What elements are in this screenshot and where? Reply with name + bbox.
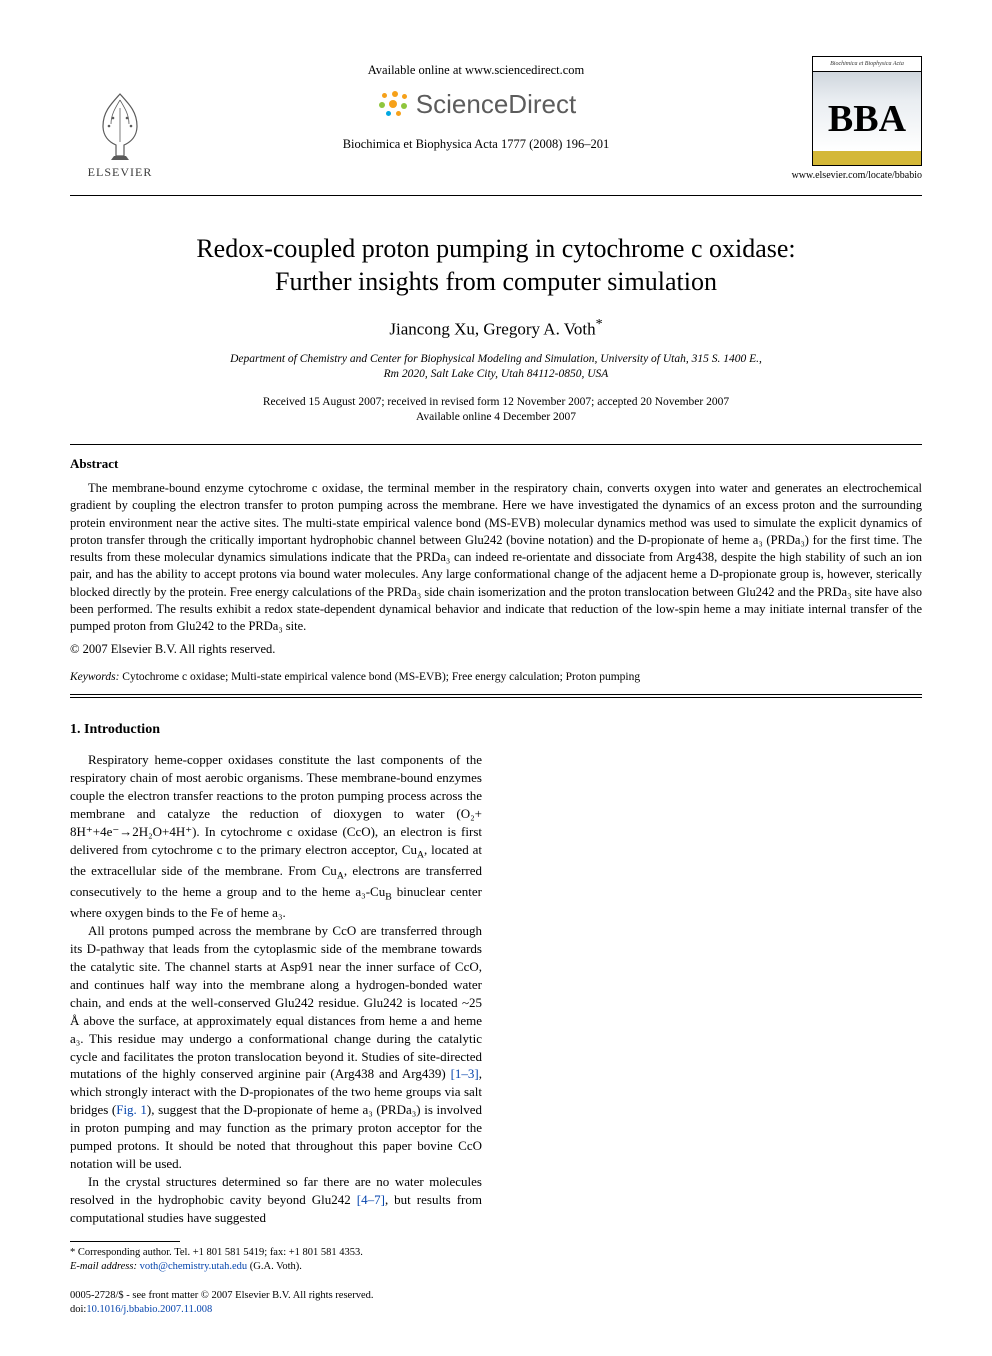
article-title: Redox-coupled proton pumping in cytochro…	[70, 232, 922, 299]
email-label: E-mail address:	[70, 1261, 140, 1272]
affiliation-line-1: Department of Chemistry and Center for B…	[230, 353, 762, 365]
intro-para-1: Respiratory heme-copper oxidases constit…	[70, 751, 482, 922]
sciencedirect-wordmark: ScienceDirect	[416, 87, 576, 122]
journal-url: www.elsevier.com/locate/bbabio	[782, 169, 922, 183]
header: ELSEVIER Available online at www.science…	[70, 56, 922, 183]
header-rule	[70, 195, 922, 196]
intro-para-3: In the crystal structures determined so …	[70, 1173, 482, 1227]
abstract-label: Abstract	[70, 455, 922, 473]
footer: 0005-2728/$ - see front matter © 2007 El…	[70, 1289, 482, 1316]
abstract-body: The membrane-bound enzyme cytochrome c o…	[70, 480, 922, 635]
corresponding-star: *	[596, 317, 603, 332]
sciencedirect-dots-icon	[376, 90, 410, 118]
citation-link-1-3[interactable]: [1–3]	[451, 1066, 479, 1081]
section-heading-intro: 1. Introduction	[70, 720, 482, 739]
title-line-1: Redox-coupled proton pumping in cytochro…	[196, 234, 795, 263]
elsevier-tree-icon	[89, 90, 151, 162]
article-dates: Received 15 August 2007; received in rev…	[70, 395, 922, 426]
front-matter-line: 0005-2728/$ - see front matter © 2007 El…	[70, 1289, 482, 1303]
journal-cover-block: Biochimica et Biophysica Acta BBA www.el…	[782, 56, 922, 183]
dates-line-1: Received 15 August 2007; received in rev…	[263, 396, 729, 408]
available-online-text: Available online at www.sciencedirect.co…	[170, 62, 782, 79]
sciencedirect-logo: ScienceDirect	[170, 87, 782, 122]
pre-abstract-rule	[70, 444, 922, 445]
affiliation: Department of Chemistry and Center for B…	[70, 352, 922, 383]
title-line-2: Further insights from computer simulatio…	[275, 267, 717, 296]
bba-cover: Biochimica et Biophysica Acta BBA	[812, 56, 922, 166]
dates-line-2: Available online 4 December 2007	[416, 411, 576, 423]
doi-label: doi:	[70, 1304, 86, 1315]
corr-author-line: * Corresponding author. Tel. +1 801 581 …	[70, 1246, 482, 1260]
elsevier-logo: ELSEVIER	[70, 56, 170, 180]
journal-reference: Biochimica et Biophysica Acta 1777 (2008…	[170, 136, 782, 153]
author-names: Jiancong Xu, Gregory A. Voth	[389, 320, 595, 339]
abstract-text: The membrane-bound enzyme cytochrome c o…	[70, 480, 922, 635]
email-tail: (G.A. Voth).	[247, 1261, 302, 1272]
center-header: Available online at www.sciencedirect.co…	[170, 56, 782, 153]
post-abstract-rule-1	[70, 694, 922, 695]
affiliation-line-2: Rm 2020, Salt Lake City, Utah 84112-0850…	[384, 368, 609, 380]
figure-link-1[interactable]: Fig. 1	[116, 1102, 147, 1117]
body-columns: 1. Introduction Respiratory heme-copper …	[70, 698, 922, 1317]
elsevier-label: ELSEVIER	[88, 164, 153, 180]
bba-cover-stripe	[813, 151, 921, 165]
keywords-label: Keywords:	[70, 671, 119, 683]
corresponding-footnote: * Corresponding author. Tel. +1 801 581 …	[70, 1246, 482, 1273]
citation-link-4-7[interactable]: [4–7]	[357, 1192, 385, 1207]
doi-link[interactable]: 10.1016/j.bbabio.2007.11.008	[86, 1304, 212, 1315]
bba-cover-title: Biochimica et Biophysica Acta	[813, 57, 921, 72]
footnote-rule	[70, 1241, 180, 1242]
email-link[interactable]: voth@chemistry.utah.edu	[140, 1261, 248, 1272]
keywords: Keywords: Cytochrome c oxidase; Multi-st…	[70, 670, 922, 686]
authors: Jiancong Xu, Gregory A. Voth*	[70, 316, 922, 342]
copyright: © 2007 Elsevier B.V. All rights reserved…	[70, 641, 922, 658]
bba-cover-letters: BBA	[813, 72, 921, 151]
keywords-text: Cytochrome c oxidase; Multi-state empiri…	[119, 671, 640, 683]
intro-para-2: All protons pumped across the membrane b…	[70, 922, 482, 1173]
